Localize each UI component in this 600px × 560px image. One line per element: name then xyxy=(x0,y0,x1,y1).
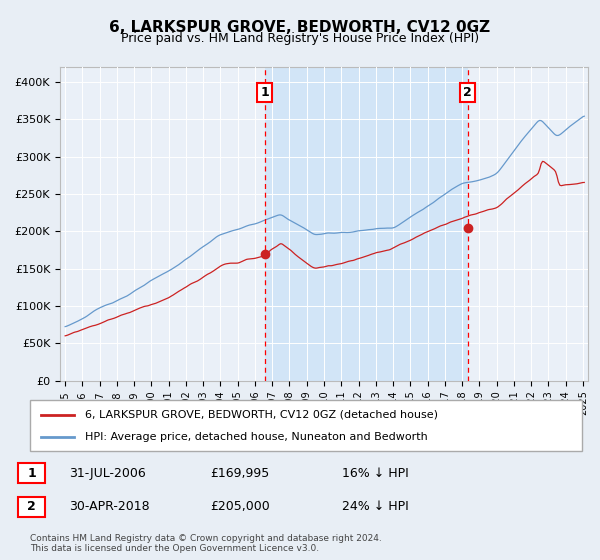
Text: 1: 1 xyxy=(260,86,269,99)
Text: 6, LARKSPUR GROVE, BEDWORTH, CV12 0GZ: 6, LARKSPUR GROVE, BEDWORTH, CV12 0GZ xyxy=(109,20,491,35)
Text: 30-APR-2018: 30-APR-2018 xyxy=(69,500,149,514)
Text: 1: 1 xyxy=(27,466,36,480)
Text: 6, LARKSPUR GROVE, BEDWORTH, CV12 0GZ (detached house): 6, LARKSPUR GROVE, BEDWORTH, CV12 0GZ (d… xyxy=(85,409,438,419)
Text: Contains HM Land Registry data © Crown copyright and database right 2024.
This d: Contains HM Land Registry data © Crown c… xyxy=(30,534,382,553)
FancyBboxPatch shape xyxy=(30,400,582,451)
Text: Price paid vs. HM Land Registry's House Price Index (HPI): Price paid vs. HM Land Registry's House … xyxy=(121,32,479,45)
Text: £169,995: £169,995 xyxy=(210,466,269,480)
Text: 16% ↓ HPI: 16% ↓ HPI xyxy=(342,466,409,480)
Text: 2: 2 xyxy=(463,86,472,99)
Text: £205,000: £205,000 xyxy=(210,500,270,514)
Text: HPI: Average price, detached house, Nuneaton and Bedworth: HPI: Average price, detached house, Nune… xyxy=(85,432,428,442)
Text: 31-JUL-2006: 31-JUL-2006 xyxy=(69,466,146,480)
Bar xyxy=(265,67,468,381)
Text: 24% ↓ HPI: 24% ↓ HPI xyxy=(342,500,409,514)
Text: 2: 2 xyxy=(27,500,36,514)
